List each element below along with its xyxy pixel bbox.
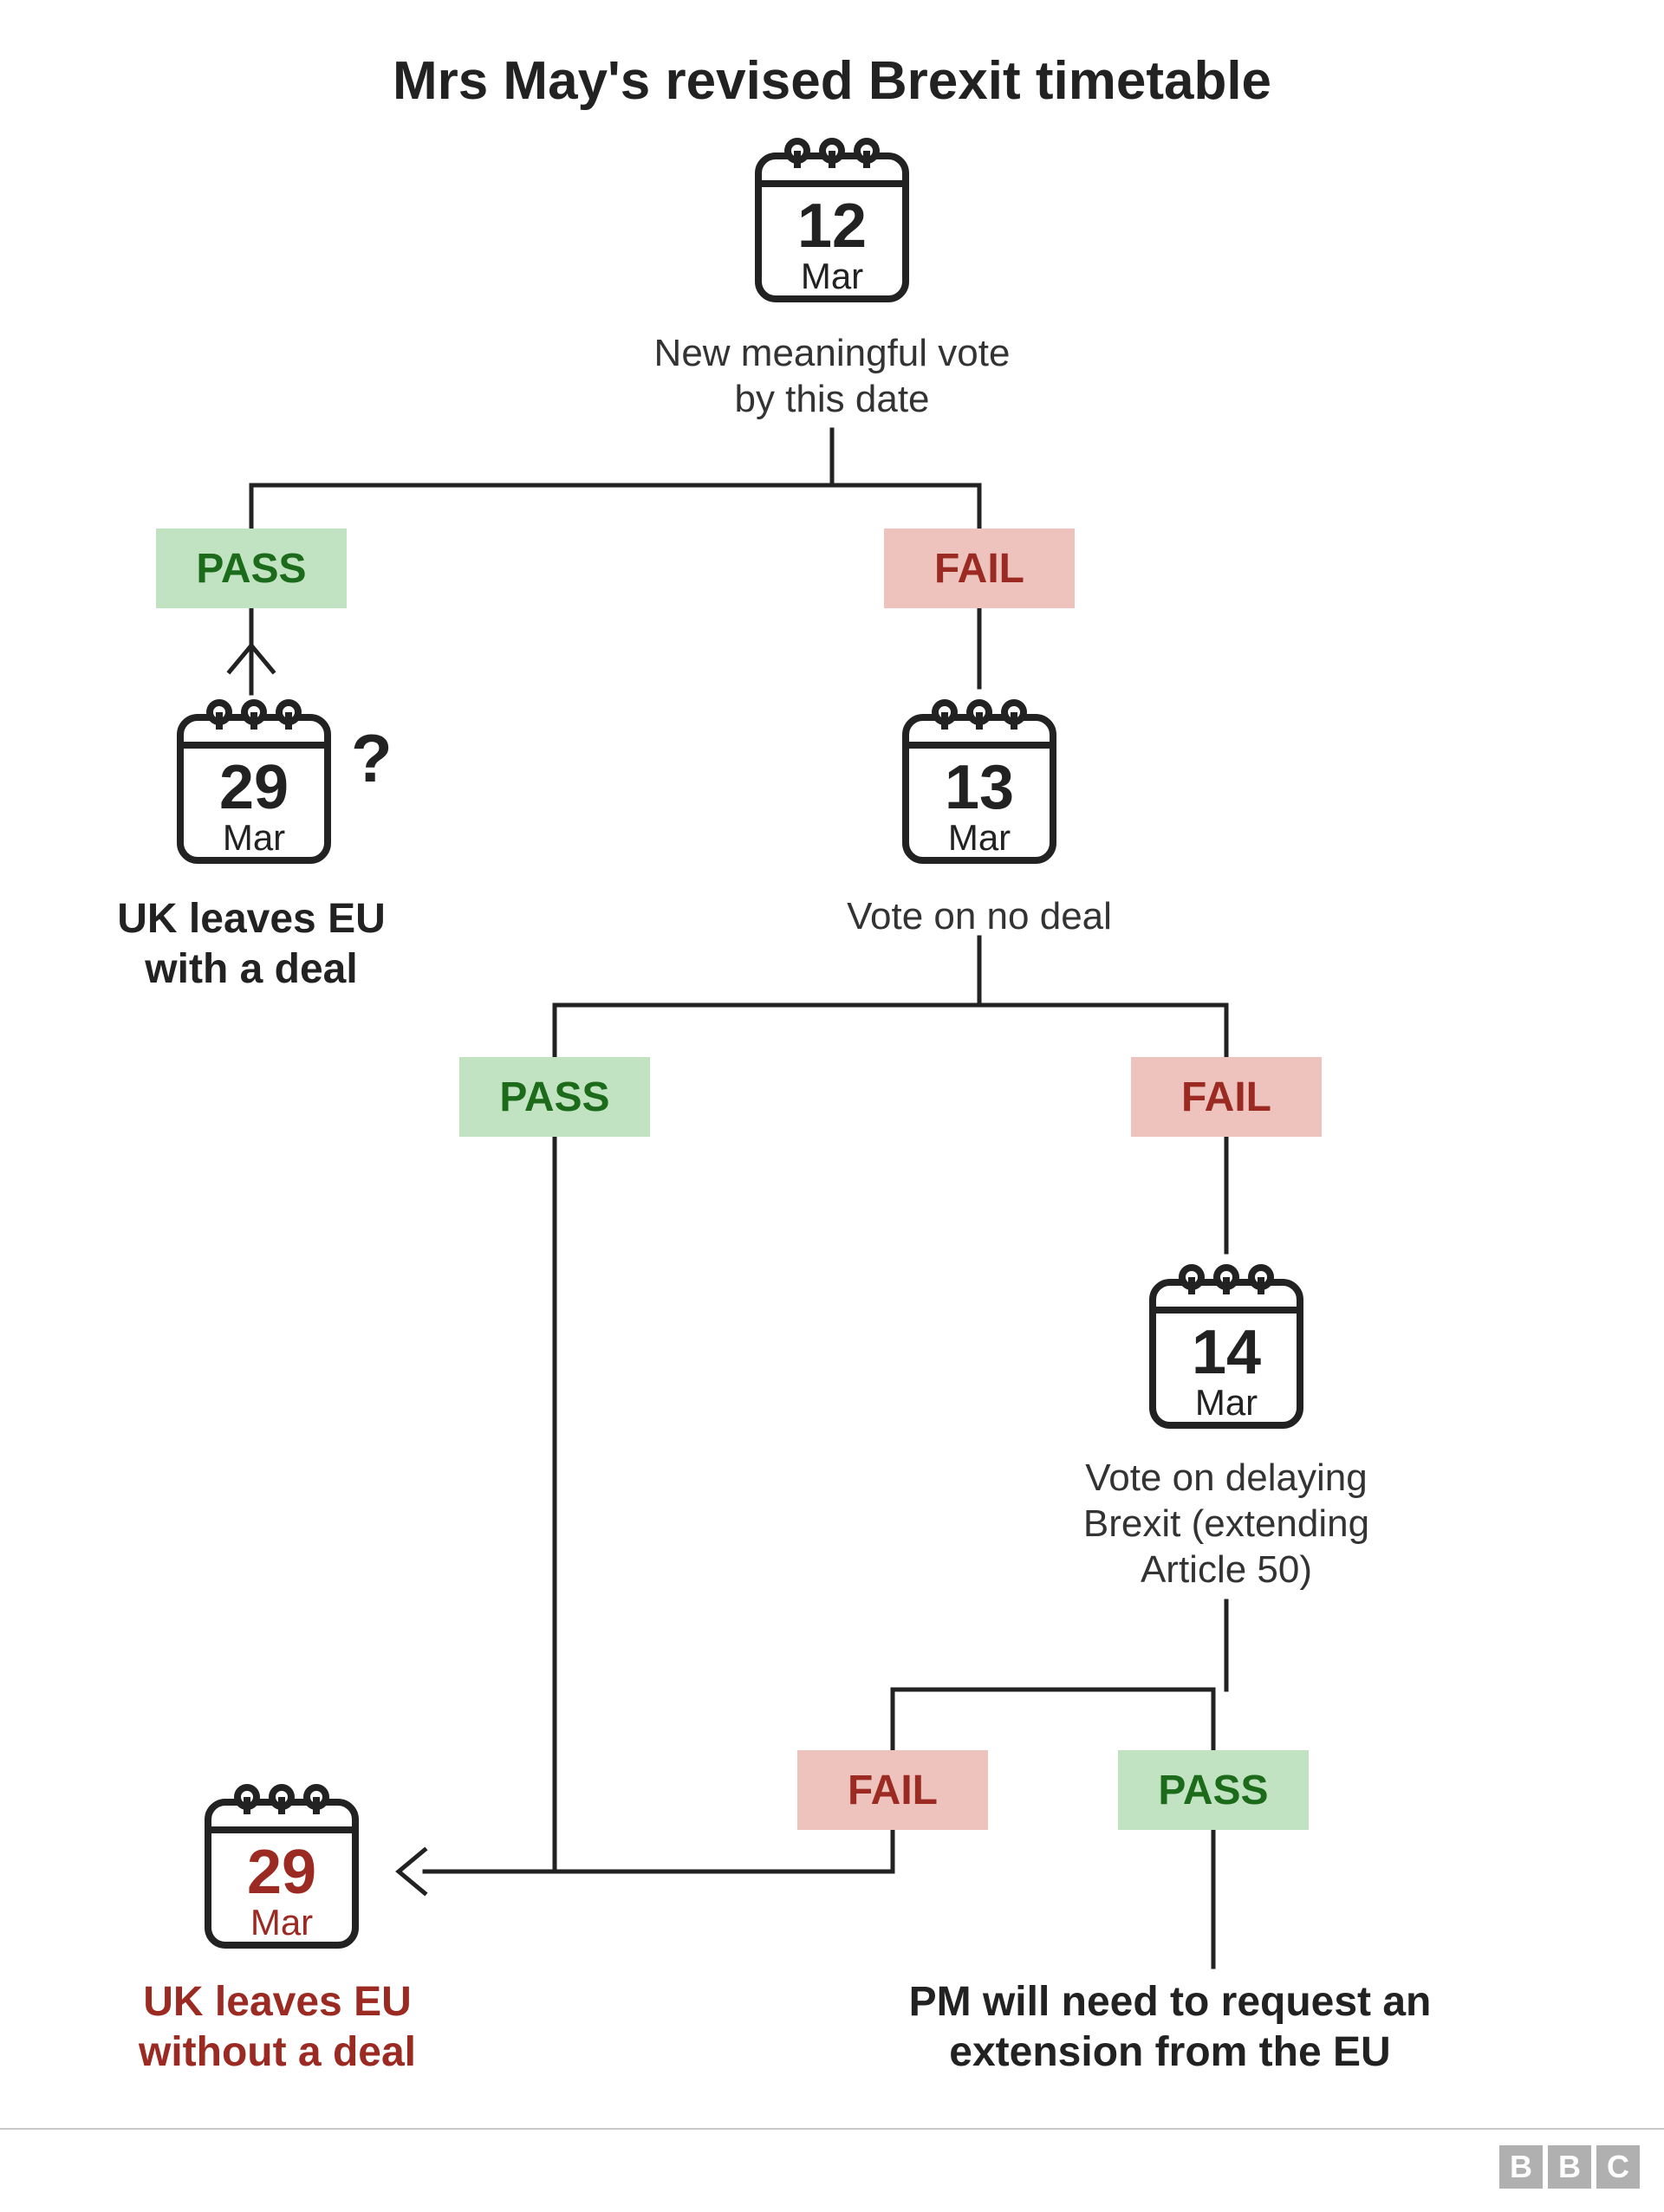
caption-vote2: Vote on no deal <box>806 894 1153 940</box>
badge-vote2-fail: FAIL <box>1131 1057 1322 1137</box>
calendar-month: Mar <box>750 256 914 297</box>
badge-vote3-pass: PASS <box>1118 1750 1309 1830</box>
calendar-month: Mar <box>172 817 336 859</box>
bbc-logo-letter: B <box>1499 2145 1543 2189</box>
calendar-month: Mar <box>1144 1382 1309 1424</box>
caption-line: by this date <box>641 377 1023 423</box>
badge-vote3-fail: FAIL <box>797 1750 988 1830</box>
calendar-day: 12 <box>750 191 914 262</box>
outcome-line: with a deal <box>69 944 433 995</box>
caption-line: Brexit (extending <box>1031 1502 1421 1547</box>
calendar-mar-29-deal: 29Mar <box>172 691 336 869</box>
caption-line: New meaningful vote <box>641 331 1023 377</box>
bbc-logo-letter: C <box>1596 2145 1640 2189</box>
badge-vote2-pass: PASS <box>459 1057 650 1137</box>
outcome-line: without a deal <box>87 2027 468 2078</box>
outcome-line: extension from the EU <box>841 2027 1499 2078</box>
badge-vote1-pass: PASS <box>156 529 347 608</box>
calendar-mar-14: 14Mar <box>1144 1256 1309 1434</box>
question-mark: ? <box>351 719 393 798</box>
outcome-nodeal: UK leaves EUwithout a deal <box>87 1977 468 2077</box>
brexit-flowchart: Mrs May's revised Brexit timetable 12Mar… <box>0 0 1664 2212</box>
outcome-line: UK leaves EU <box>69 894 433 944</box>
outcome-line: PM will need to request an <box>841 1977 1499 2027</box>
caption-line: Vote on no deal <box>806 894 1153 940</box>
calendar-mar-13: 13Mar <box>897 691 1062 869</box>
calendar-day: 29 <box>199 1837 364 1908</box>
calendar-mar-29-nodeal: 29Mar <box>199 1776 364 1954</box>
outcome-extension: PM will need to request anextension from… <box>841 1977 1499 2077</box>
outcome-line: UK leaves EU <box>87 1977 468 2027</box>
caption-line: Article 50) <box>1031 1547 1421 1593</box>
caption-vote1: New meaningful voteby this date <box>641 331 1023 423</box>
caption-vote3: Vote on delayingBrexit (extendingArticle… <box>1031 1456 1421 1593</box>
bbc-logo-letter: B <box>1548 2145 1591 2189</box>
outcome-deal: UK leaves EUwith a deal <box>69 894 433 994</box>
calendar-month: Mar <box>897 817 1062 859</box>
calendar-month: Mar <box>199 1902 364 1943</box>
calendar-mar-12: 12Mar <box>750 130 914 308</box>
calendar-day: 14 <box>1144 1317 1309 1388</box>
calendar-day: 13 <box>897 752 1062 823</box>
caption-line: Vote on delaying <box>1031 1456 1421 1502</box>
calendar-day: 29 <box>172 752 336 823</box>
bbc-logo: BBC <box>1499 2145 1645 2189</box>
footer-divider <box>0 2128 1664 2130</box>
chart-title: Mrs May's revised Brexit timetable <box>0 50 1664 112</box>
badge-vote1-fail: FAIL <box>884 529 1075 608</box>
